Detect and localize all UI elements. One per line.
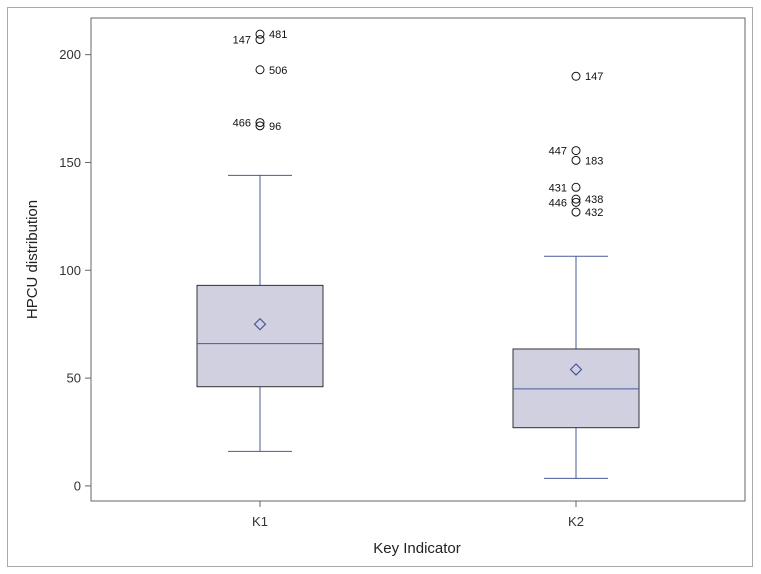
k1-outlier-point: [255, 29, 265, 39]
k2-outlier-label: 147: [585, 71, 603, 83]
k2-mean-marker: [569, 363, 583, 376]
k1-outlier-point: [255, 121, 265, 131]
plot-area-border: [90, 17, 746, 502]
k2-outlier-point: [571, 207, 581, 217]
y-tick-label: 150: [59, 155, 81, 170]
k1-outlier-label: 481: [269, 29, 287, 41]
k2-outlier-point: [571, 194, 581, 204]
y-tick-label: 50: [67, 371, 81, 386]
x-axis-title: Key Indicator: [373, 540, 461, 557]
k1-outlier-point: [255, 118, 265, 128]
x-tick-label: K1: [252, 514, 268, 529]
k1-outlier-point: [255, 35, 265, 45]
k1-mean-marker: [253, 317, 267, 331]
y-tick-label: 0: [74, 478, 81, 493]
k2-outlier-label: 431: [549, 182, 567, 194]
k2-outlier-label: 438: [585, 194, 603, 206]
k2-outlier-point: [571, 71, 581, 81]
k1-outlier-point: [255, 65, 265, 75]
k1-outlier-label: 506: [269, 65, 287, 77]
k2-outlier-label: 183: [585, 155, 603, 167]
x-tick-label: K2: [568, 514, 584, 529]
k2-outlier-point: [571, 155, 581, 165]
y-tick-label: 100: [59, 263, 81, 278]
k1-outlier-label: 147: [233, 35, 251, 47]
chart-frame: [7, 7, 753, 567]
k1-box: [196, 284, 324, 388]
k2-outlier-label: 447: [549, 146, 567, 158]
y-axis-title: HPCU distribution: [24, 200, 41, 319]
k1-outlier-label: 466: [233, 118, 251, 130]
y-tick-label: 200: [59, 47, 81, 62]
k2-box: [512, 348, 640, 429]
k2-outlier-label: 446: [549, 197, 567, 209]
k2-outlier-point: [571, 182, 581, 192]
k2-outlier-label: 432: [585, 207, 603, 219]
k2-outlier-point: [571, 197, 581, 207]
k1-outlier-label: 96: [269, 121, 281, 133]
k2-outlier-point: [571, 146, 581, 156]
